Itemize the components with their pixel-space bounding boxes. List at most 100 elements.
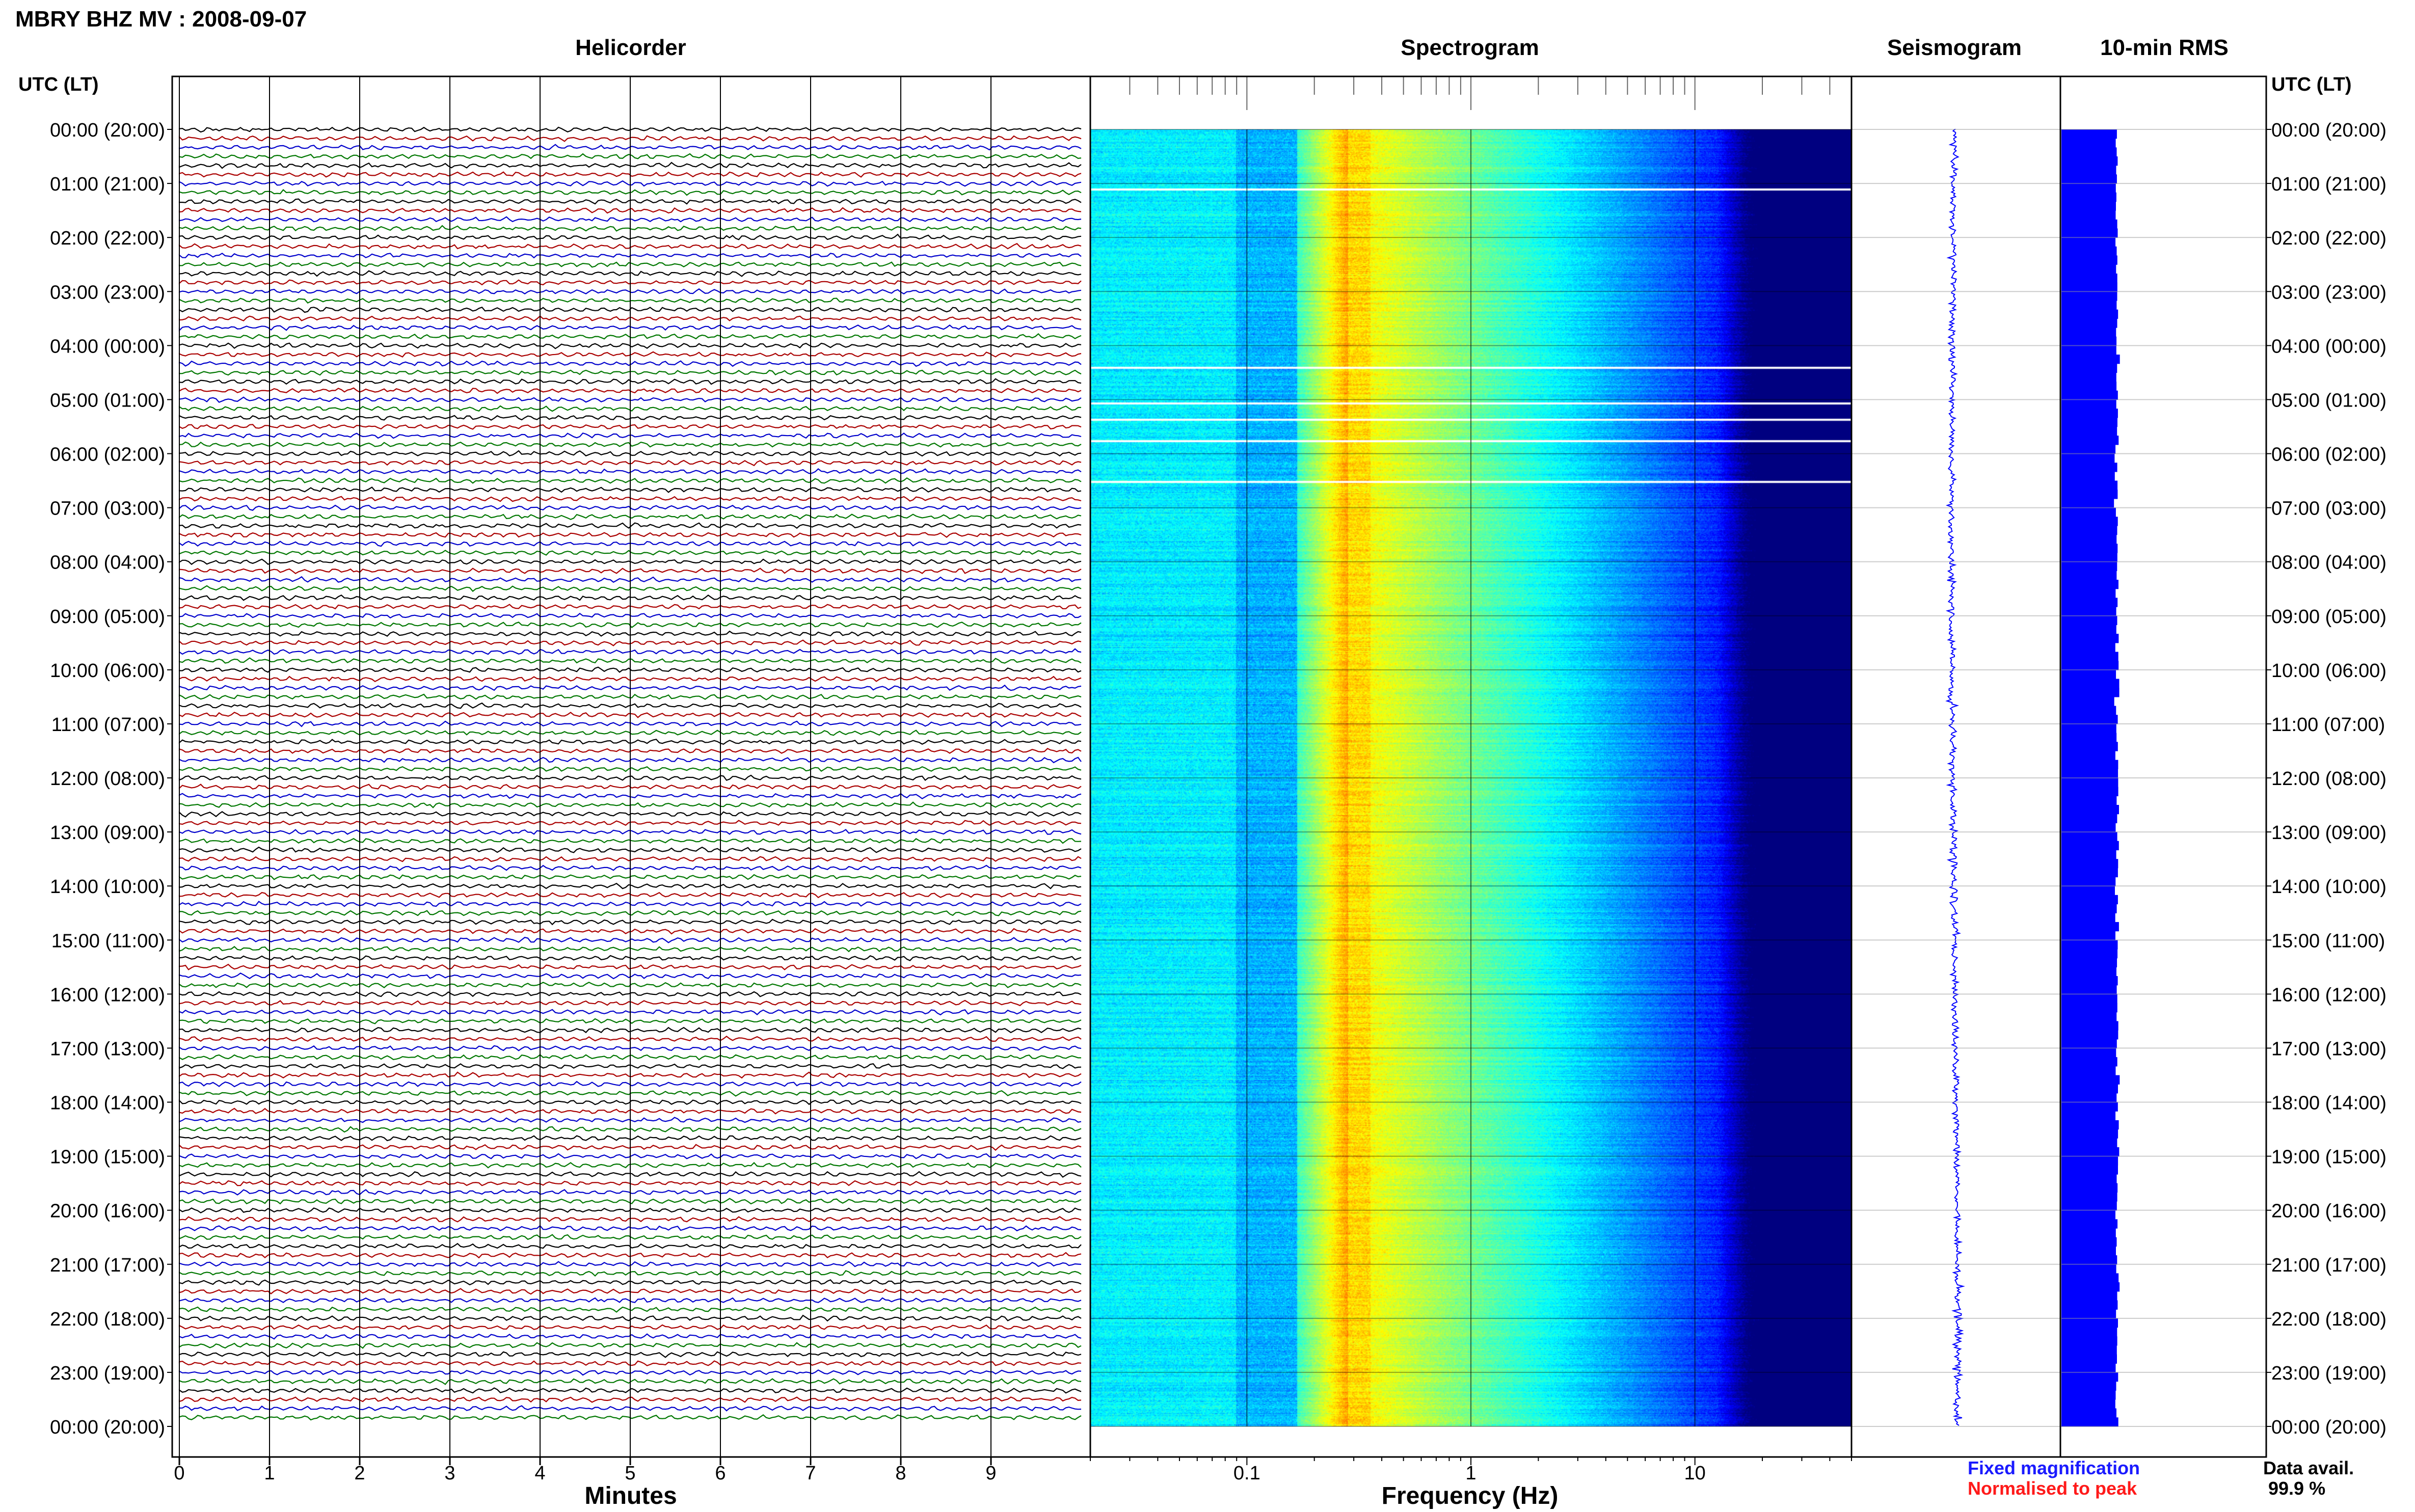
helicorder-trace-line: [178, 496, 1082, 502]
rms-bar: [2061, 769, 2118, 778]
rms-bar: [2061, 814, 2117, 823]
rms-bars: [2061, 129, 2120, 1427]
rms-bar: [2061, 1327, 2117, 1337]
rms-bar: [2061, 922, 2119, 932]
minute-tick-label: 9: [985, 1463, 996, 1484]
rms-bar: [2061, 1246, 2116, 1256]
helicorder-trace-line: [178, 982, 1082, 988]
helicorder-trace-line: [178, 207, 1082, 214]
rms-bar: [2061, 147, 2117, 157]
helicorder-trace-line: [178, 514, 1082, 520]
time-label: 22:00 (18:00): [2271, 1309, 2386, 1330]
rms-bar: [2061, 571, 2117, 580]
time-label: 04:00 (00:00): [50, 336, 165, 357]
rms-bar: [2061, 669, 2116, 680]
helicorder-trace-line: [178, 1270, 1082, 1277]
helicorder-trace-line: [178, 648, 1082, 655]
rms-bar: [2061, 1138, 2117, 1148]
helicorder-trace-line: [178, 387, 1082, 394]
helicorder-trace-line: [178, 261, 1082, 268]
minute-tick-label: 0: [174, 1463, 184, 1484]
legend-normalised-to-peak: Normalised to peak: [1968, 1478, 2137, 1499]
helicorder-trace-line: [178, 135, 1082, 142]
helicorder-trace-line: [178, 1153, 1082, 1159]
rms-bar: [2061, 949, 2118, 959]
helicorder-trace-line: [178, 1378, 1082, 1385]
rms-bar: [2061, 517, 2118, 526]
rms-bar: [2061, 1102, 2118, 1112]
rms-bar: [2061, 309, 2118, 319]
helicorder-trace-line: [178, 153, 1082, 160]
rms-bar: [2061, 751, 2115, 761]
rms-bar: [2061, 1417, 2118, 1427]
helicorder-trace-line: [178, 747, 1082, 754]
helicorder-trace-line: [178, 1135, 1082, 1142]
helicorder-trace-line: [178, 676, 1082, 682]
helicorder-trace-line: [178, 1198, 1082, 1205]
rms-bar: [2061, 1390, 2116, 1400]
helicorder-trace-line: [178, 1045, 1082, 1051]
helicorder-trace-line: [178, 946, 1082, 953]
rms-bar: [2061, 1120, 2119, 1130]
helicorder-trace-line: [178, 892, 1082, 899]
rms-bar: [2061, 183, 2116, 193]
helicorder-traces: [178, 126, 1082, 1421]
helicorder-trace-line: [178, 1126, 1082, 1133]
rms-bar: [2061, 1408, 2116, 1418]
rms-bar: [2061, 1147, 2119, 1157]
helicorder-trace-line: [178, 171, 1082, 178]
helicorder-trace-line: [178, 1342, 1082, 1349]
seismogram-trace: [1945, 129, 1965, 1426]
rms-bar: [2061, 615, 2117, 626]
helicorder-trace-line: [178, 1189, 1082, 1196]
time-axis-label-right: UTC (LT): [2271, 74, 2352, 95]
helicorder-trace-line: [178, 1054, 1081, 1061]
helicorder-trace-line: [178, 1279, 1082, 1286]
time-label: 01:00 (21:00): [50, 174, 165, 195]
helicorder-trace-line: [178, 1099, 1082, 1105]
time-label: 06:00 (02:00): [50, 444, 165, 466]
time-label: 08:00 (04:00): [2271, 552, 2386, 574]
rms-bar: [2061, 598, 2118, 607]
time-label: 00:00 (20:00): [50, 1417, 165, 1438]
minute-tick-label: 7: [805, 1463, 816, 1484]
rms-bar: [2061, 138, 2116, 148]
rms-bar: [2061, 625, 2116, 634]
time-label: 18:00 (14:00): [2271, 1093, 2386, 1114]
helicorder-trace-line: [178, 1018, 1082, 1024]
helicorder-trace-line: [178, 315, 1082, 322]
rms-bar: [2061, 778, 2118, 788]
rms-bar: [2061, 192, 2116, 202]
rms-bar: [2061, 498, 2114, 508]
helicorder-trace-line: [178, 612, 1082, 619]
time-label: 17:00 (13:00): [50, 1038, 165, 1060]
time-label: 01:00 (21:00): [2271, 174, 2386, 195]
time-label: 09:00 (05:00): [2271, 606, 2386, 628]
rms-bar: [2061, 796, 2117, 805]
minute-tick-label: 6: [715, 1463, 726, 1484]
helicorder-trace-line: [178, 936, 1082, 943]
rms-bar: [2061, 471, 2115, 481]
rms-bar: [2061, 544, 2118, 553]
helicorder-trace-line: [178, 639, 1082, 646]
rms-bar: [2061, 1318, 2118, 1328]
frequency-axis: 0.1 1 10: [1090, 76, 1852, 1484]
helicorder-trace-line: [178, 1314, 1082, 1322]
rms-bar: [2061, 426, 2117, 436]
time-label: 09:00 (05:00): [50, 606, 165, 628]
rms-bar: [2061, 904, 2117, 913]
rms-bar: [2061, 553, 2117, 562]
rms-bar: [2061, 1129, 2118, 1139]
rms-bar: [2061, 201, 2116, 211]
helicorder-trace-line: [178, 161, 1082, 169]
rms-bar: [2061, 409, 2118, 418]
helicorder-trace-line: [178, 216, 1082, 223]
minute-tick-label: 5: [625, 1463, 635, 1484]
helicorder-trace-line: [178, 324, 1082, 332]
helicorder-trace-line: [178, 1387, 1082, 1394]
rms-bar: [2061, 841, 2119, 851]
rms-bar: [2061, 1075, 2120, 1085]
rms-bar: [2061, 588, 2116, 598]
time-label: 02:00 (22:00): [2271, 228, 2386, 249]
rms-bar: [2061, 652, 2118, 661]
